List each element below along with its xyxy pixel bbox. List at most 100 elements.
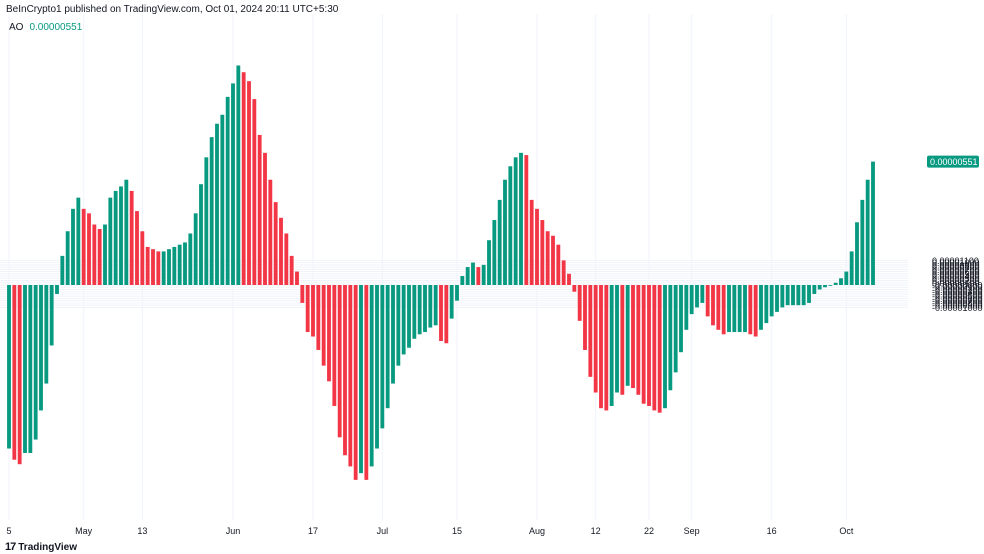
ao-bar <box>593 285 598 393</box>
ao-bar <box>151 249 155 285</box>
ao-bar <box>727 285 731 333</box>
current-value-badge <box>927 155 979 168</box>
ao-bar <box>471 262 475 285</box>
ao-bar <box>700 285 705 303</box>
x-tick-label: Jun <box>226 526 241 536</box>
ao-bar <box>823 285 827 288</box>
ao-bar <box>812 285 817 294</box>
ao-bar <box>225 96 230 285</box>
ao-bar <box>204 157 209 285</box>
ao-bar <box>721 285 726 335</box>
ao-bar <box>236 65 241 285</box>
ao-bar <box>807 285 811 303</box>
x-tick-label: 15 <box>452 526 462 536</box>
ao-bar <box>311 285 315 337</box>
ao-bar <box>689 285 694 315</box>
ao-bar <box>97 229 102 285</box>
tradingview-logo[interactable]: 17 TradingView <box>5 541 77 553</box>
publisher-caption: BeInCrypto1 published on TradingView.com… <box>6 4 339 15</box>
y-tick-label: -0.00000700 <box>932 296 983 306</box>
ao-bar <box>129 190 134 285</box>
ao-bar <box>529 199 534 285</box>
ao-bar <box>583 285 587 350</box>
ao-bar <box>332 285 337 406</box>
y-tick-label: 0.00000200 <box>932 276 980 286</box>
ao-bar <box>81 208 86 285</box>
price-axis: 0.000011000.000010000.000009000.00000800… <box>927 155 983 313</box>
ao-bar <box>519 152 523 285</box>
ao-bar <box>167 249 171 285</box>
ao-bar <box>385 285 390 409</box>
ao-bar <box>556 244 561 285</box>
ao-bar <box>780 285 785 308</box>
ao-bar <box>119 186 123 285</box>
ao-bar <box>439 285 443 341</box>
ao-bar <box>161 251 166 285</box>
y-tick-label: -0.00000200 <box>932 285 983 295</box>
y-tick-label: 0.00000500 <box>932 269 980 279</box>
y-tick-label: 0.00000100 <box>932 278 980 288</box>
x-tick-label: Jul <box>377 526 389 536</box>
x-tick-label: 22 <box>644 526 654 536</box>
ao-bar <box>305 285 310 333</box>
ao-bar <box>695 285 699 308</box>
ao-bar <box>268 179 273 285</box>
ao-bar <box>55 285 59 294</box>
ao-bar <box>273 202 278 285</box>
ao-bar <box>663 285 667 409</box>
ao-bar <box>87 213 91 285</box>
ao-bar <box>465 267 470 285</box>
ao-bar <box>188 233 193 285</box>
ao-bar <box>572 285 577 292</box>
ao-bar <box>12 285 17 460</box>
ao-bar <box>193 213 198 285</box>
ao-bar <box>423 285 427 333</box>
ao-bar <box>39 285 43 411</box>
ao-bar <box>289 255 294 285</box>
y-tick-label: -0.00000900 <box>932 301 983 311</box>
ao-bar <box>684 285 689 330</box>
ao-bar <box>231 83 235 286</box>
ao-bar <box>7 285 11 449</box>
ao-bar <box>711 285 715 326</box>
current-value-label: 0.00000551 <box>930 157 978 167</box>
ao-bar <box>124 179 129 285</box>
ao-bar <box>343 285 347 456</box>
ao-bar <box>241 72 246 285</box>
ao-bar <box>487 240 491 285</box>
x-tick-label: 5 <box>6 526 11 536</box>
ao-bar <box>801 285 806 306</box>
ao-bar <box>295 271 299 285</box>
ao-bar <box>252 99 257 285</box>
y-tick-label: -0.00000100 <box>932 283 983 293</box>
ao-bar <box>481 264 486 285</box>
ao-bar <box>540 220 545 285</box>
ao-bar <box>209 137 214 285</box>
y-tick-label: -0.00001000 <box>932 303 983 313</box>
ao-bar <box>140 231 145 285</box>
ao-bar <box>732 285 737 333</box>
ao-bar <box>71 208 75 285</box>
y-tick-label: 0.00000800 <box>932 263 980 273</box>
ao-bar <box>577 285 582 321</box>
ao-bar <box>855 222 859 285</box>
indicator-name: AO <box>9 22 24 33</box>
ao-bar <box>668 285 673 391</box>
ao-bar <box>545 231 550 285</box>
ao-bar <box>785 285 790 306</box>
ao-bar <box>407 285 411 348</box>
ao-bar <box>220 114 225 285</box>
ao-bar <box>199 184 203 285</box>
ao-bar <box>636 285 641 395</box>
ao-bar <box>300 285 305 303</box>
ao-bar <box>759 285 763 330</box>
ao-bar <box>375 285 379 449</box>
ao-bar <box>433 285 438 326</box>
y-tick-label: 0.00000400 <box>932 272 980 282</box>
ao-bar <box>604 285 609 411</box>
ao-bar <box>364 285 369 480</box>
ao-bar <box>673 285 678 373</box>
y-tick-label: -0.00000300 <box>932 287 983 297</box>
ao-bar <box>348 285 353 467</box>
ao-bar <box>60 255 65 285</box>
